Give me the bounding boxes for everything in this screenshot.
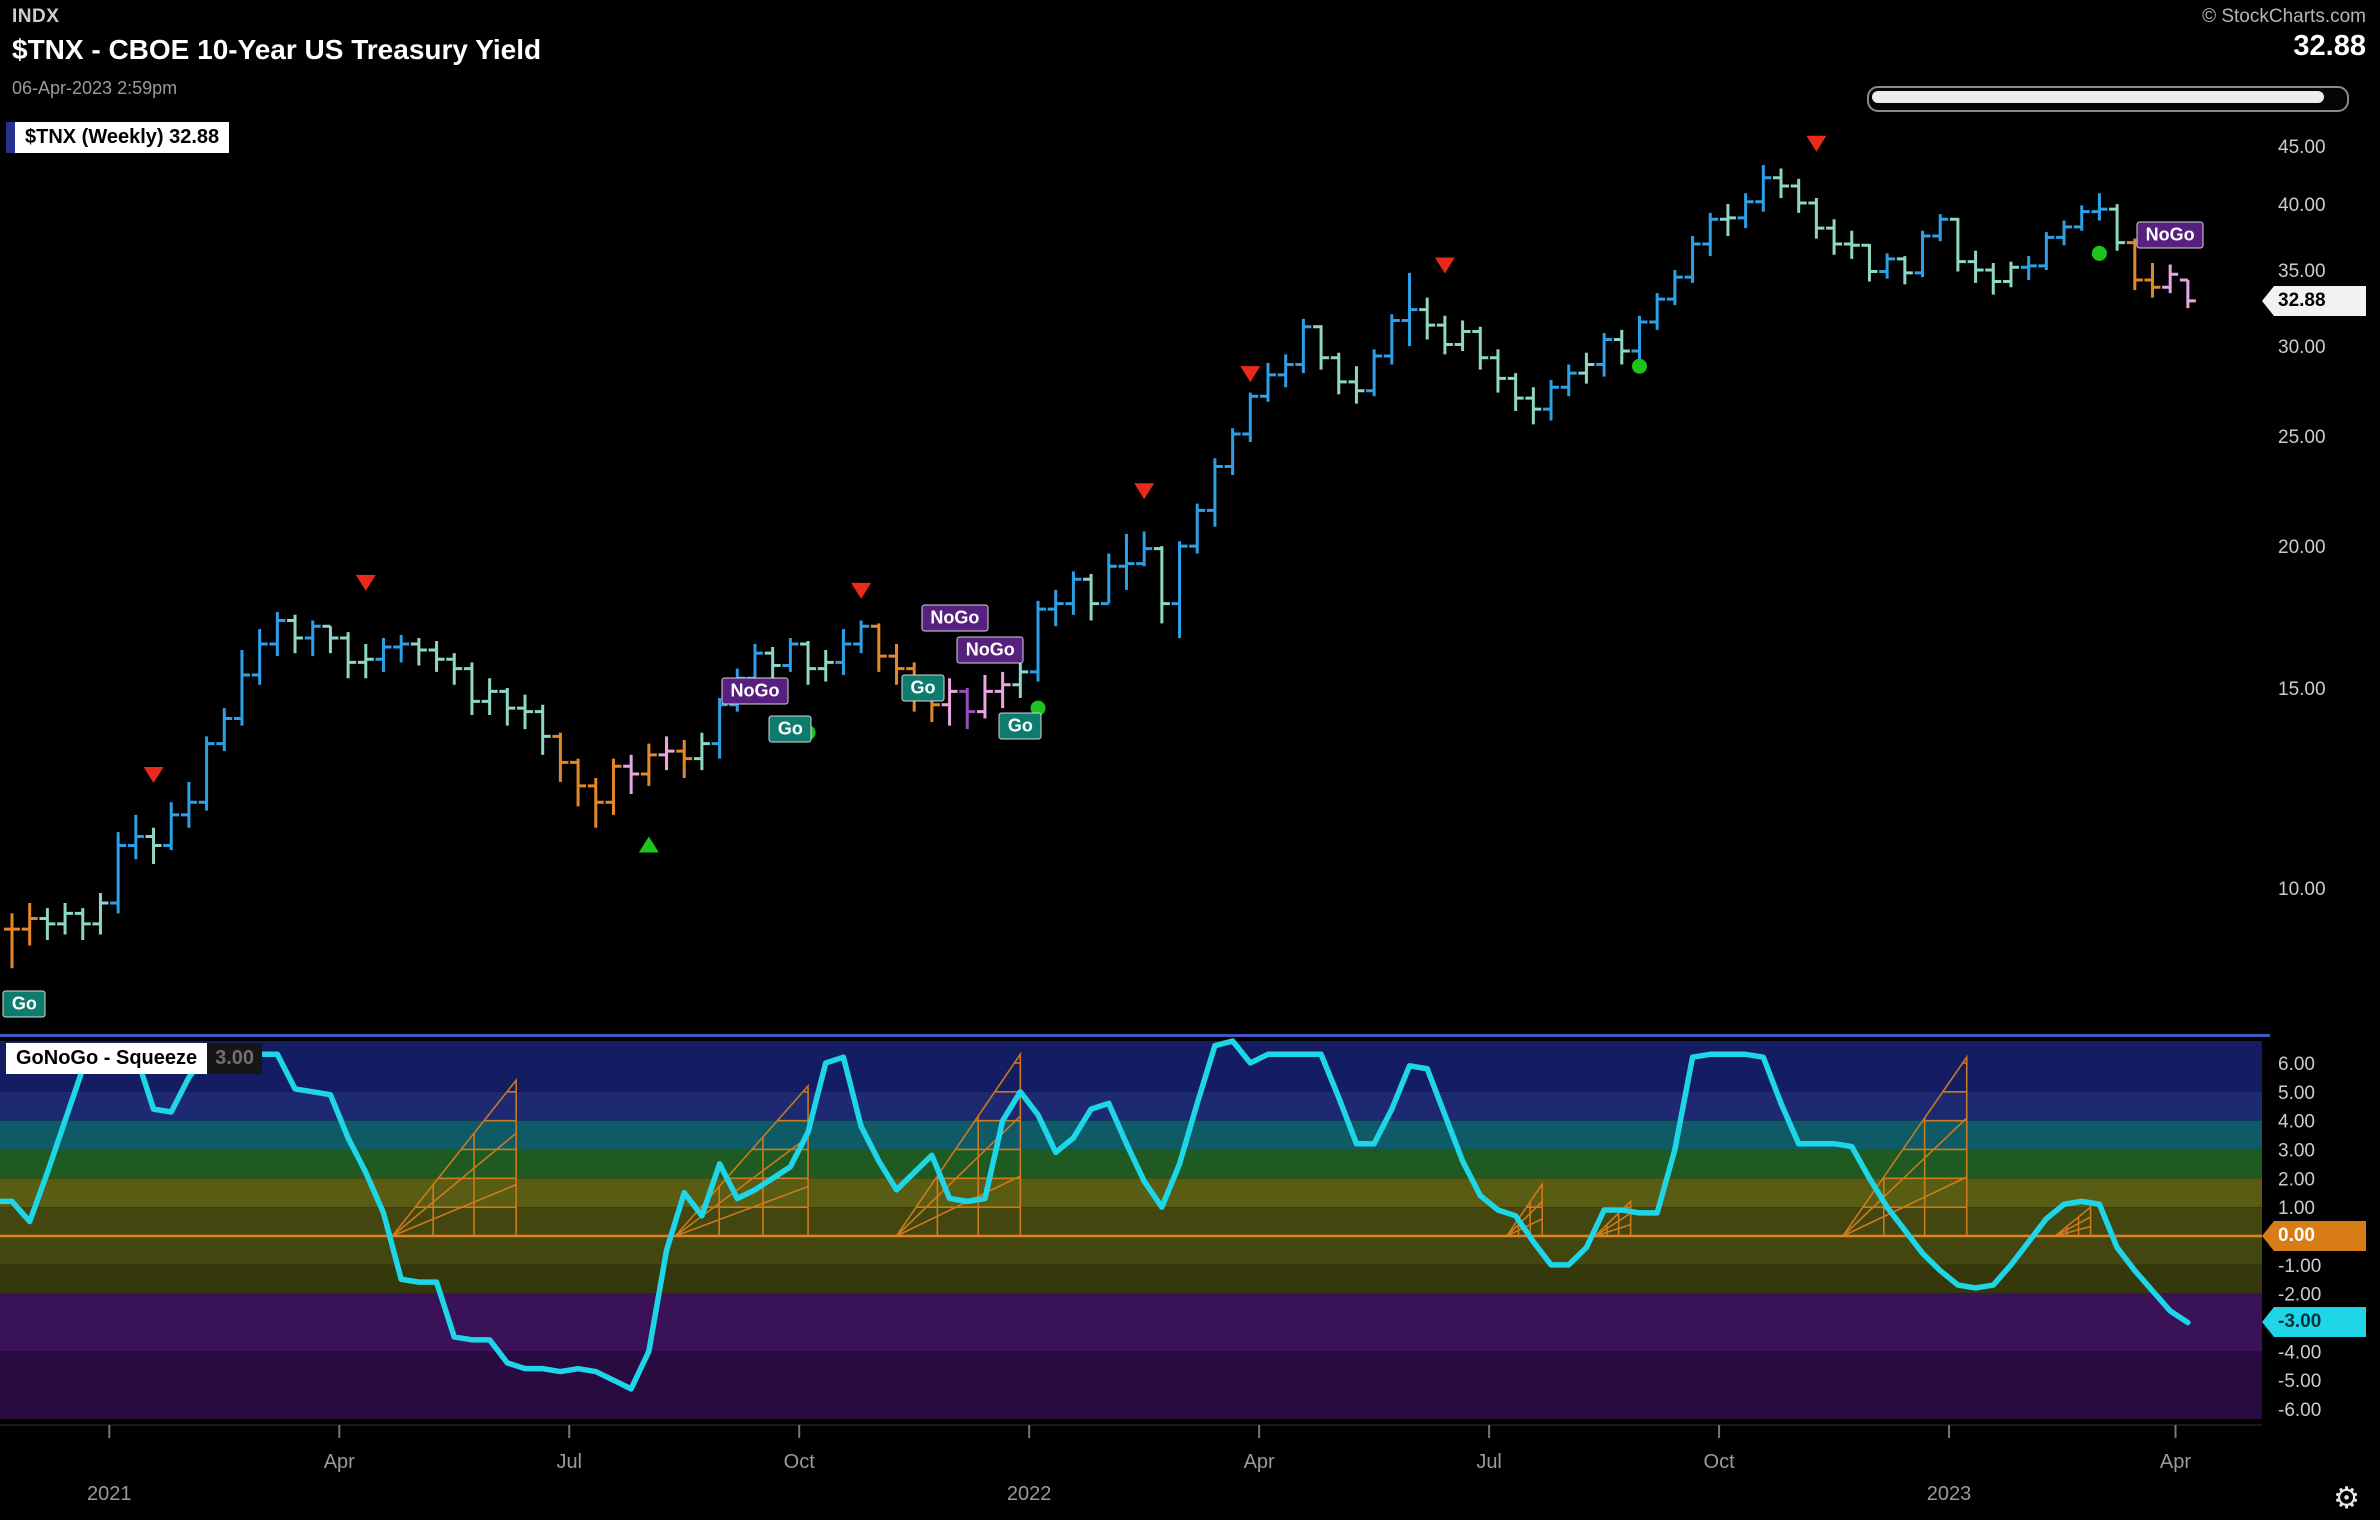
squeeze-last-axis-tag: -3.00 [2262, 1307, 2366, 1337]
squeeze-axis-label: 4.00 [2278, 1112, 2315, 1133]
squeeze-band [0, 1264, 2262, 1294]
nogo-signal-label: NoGo [956, 636, 1024, 664]
price-bars-b [110, 165, 2108, 914]
chart-timestamp: 06-Apr-2023 2:59pm [12, 78, 178, 98]
nogo-signal-label: NoGo [921, 604, 989, 632]
price-legend: $TNX (Weekly) 32.88 [6, 122, 230, 153]
price-axis-label: 25.00 [2278, 427, 2326, 448]
squeeze-axis-label: -6.00 [2278, 1400, 2321, 1421]
page-title: $TNX - CBOE 10-Year US Treasury Yield [12, 34, 542, 65]
squeeze-fan [1594, 1199, 1632, 1237]
price-bars-u [959, 688, 976, 730]
price-bars-o [4, 238, 2161, 969]
go-signal-label: Go [901, 674, 945, 702]
squeeze-legend-text: GoNoGo - Squeeze [6, 1043, 208, 1074]
red-down-triangle-marker [143, 767, 164, 784]
squeeze-band [0, 1041, 2262, 1092]
exchange-label: INDX [12, 6, 60, 27]
squeeze-axis-label: -5.00 [2278, 1371, 2321, 1392]
green-dot-marker [1631, 358, 1647, 374]
x-axis-month-label: Oct [784, 1451, 816, 1473]
squeeze-legend: GoNoGo - Squeeze 3.00 [6, 1043, 263, 1074]
go-signal-label: Go [2, 990, 46, 1018]
squeeze-fan [2054, 1205, 2092, 1237]
squeeze-axis-label: -2.00 [2278, 1285, 2321, 1306]
green-up-triangle-marker [638, 836, 659, 853]
squeeze-zero-axis-tag: 0.00 [2262, 1221, 2366, 1251]
settings-gear-icon[interactable]: ⚙ [2333, 1482, 2360, 1515]
squeeze-band [0, 1178, 2262, 1208]
squeeze-axis-label: 5.00 [2278, 1083, 2315, 1104]
red-down-triangle-marker [355, 574, 376, 591]
panel-separator [0, 1034, 2270, 1037]
price-bars-p [623, 264, 2196, 795]
price-bars-a [39, 168, 2126, 941]
nogo-signal-label: NoGo [721, 677, 789, 705]
green-dot-marker [2091, 245, 2107, 261]
scrollbar-thumb[interactable] [1872, 91, 2324, 103]
red-down-triangle-marker [1134, 483, 1155, 500]
price-legend-text: $TNX (Weekly) 32.88 [15, 122, 230, 153]
x-axis-month-label: Jul [556, 1451, 582, 1473]
go-signal-label: Go [768, 715, 812, 743]
green-dot-marker [1030, 700, 1046, 716]
squeeze-axis-label: 1.00 [2278, 1198, 2315, 1219]
squeeze-legend-value: 3.00 [207, 1043, 263, 1074]
price-axis-label: 30.00 [2278, 337, 2326, 358]
red-down-triangle-marker [1806, 135, 1827, 152]
x-axis-year-label: 2021 [87, 1483, 132, 1505]
x-axis-month-label: Apr [2160, 1451, 2191, 1473]
squeeze-band [0, 1120, 2262, 1150]
squeeze-axis-label: 6.00 [2278, 1054, 2315, 1075]
copyright-label: © StockCharts.com [2202, 6, 2366, 27]
squeeze-axis-label: -1.00 [2278, 1256, 2321, 1277]
x-axis-month-label: Apr [1244, 1451, 1275, 1473]
squeeze-band [0, 1351, 2262, 1419]
go-signal-label: Go [998, 712, 1042, 740]
squeeze-band [0, 1293, 2262, 1352]
x-axis-year-label: 2023 [1927, 1483, 1972, 1505]
squeeze-axis-label: 3.00 [2278, 1140, 2315, 1161]
header-last-price: 32.88 [2293, 30, 2366, 62]
price-axis-label: 40.00 [2278, 195, 2326, 216]
squeeze-line [0, 1038, 2191, 1392]
price-axis-label: 15.00 [2278, 679, 2326, 700]
price-axis-label: 45.00 [2278, 137, 2326, 158]
price-axis-label: 35.00 [2278, 261, 2326, 282]
chart-range-scrollbar[interactable] [1867, 86, 2349, 112]
x-axis-month-label: Apr [324, 1451, 355, 1473]
squeeze-fan [895, 1051, 1022, 1237]
red-down-triangle-marker [851, 582, 872, 599]
x-axis-month-label: Jul [1476, 1451, 1502, 1473]
red-down-triangle-marker [1434, 257, 1455, 274]
nogo-signal-label: NoGo [2136, 221, 2204, 249]
squeeze-axis-label: 2.00 [2278, 1169, 2315, 1190]
price-axis-label: 10.00 [2278, 879, 2326, 900]
last-price-axis-tag: 32.88 [2262, 286, 2366, 316]
squeeze-band [0, 1091, 2262, 1121]
x-axis-month-label: Oct [1704, 1451, 1736, 1473]
price-axis-label: 20.00 [2278, 537, 2326, 558]
red-down-triangle-marker [1240, 366, 1261, 383]
squeeze-axis-label: -4.00 [2278, 1342, 2321, 1363]
squeeze-fan [391, 1077, 517, 1237]
x-axis-year-label: 2022 [1007, 1483, 1052, 1505]
legend-color-notch [6, 122, 15, 153]
